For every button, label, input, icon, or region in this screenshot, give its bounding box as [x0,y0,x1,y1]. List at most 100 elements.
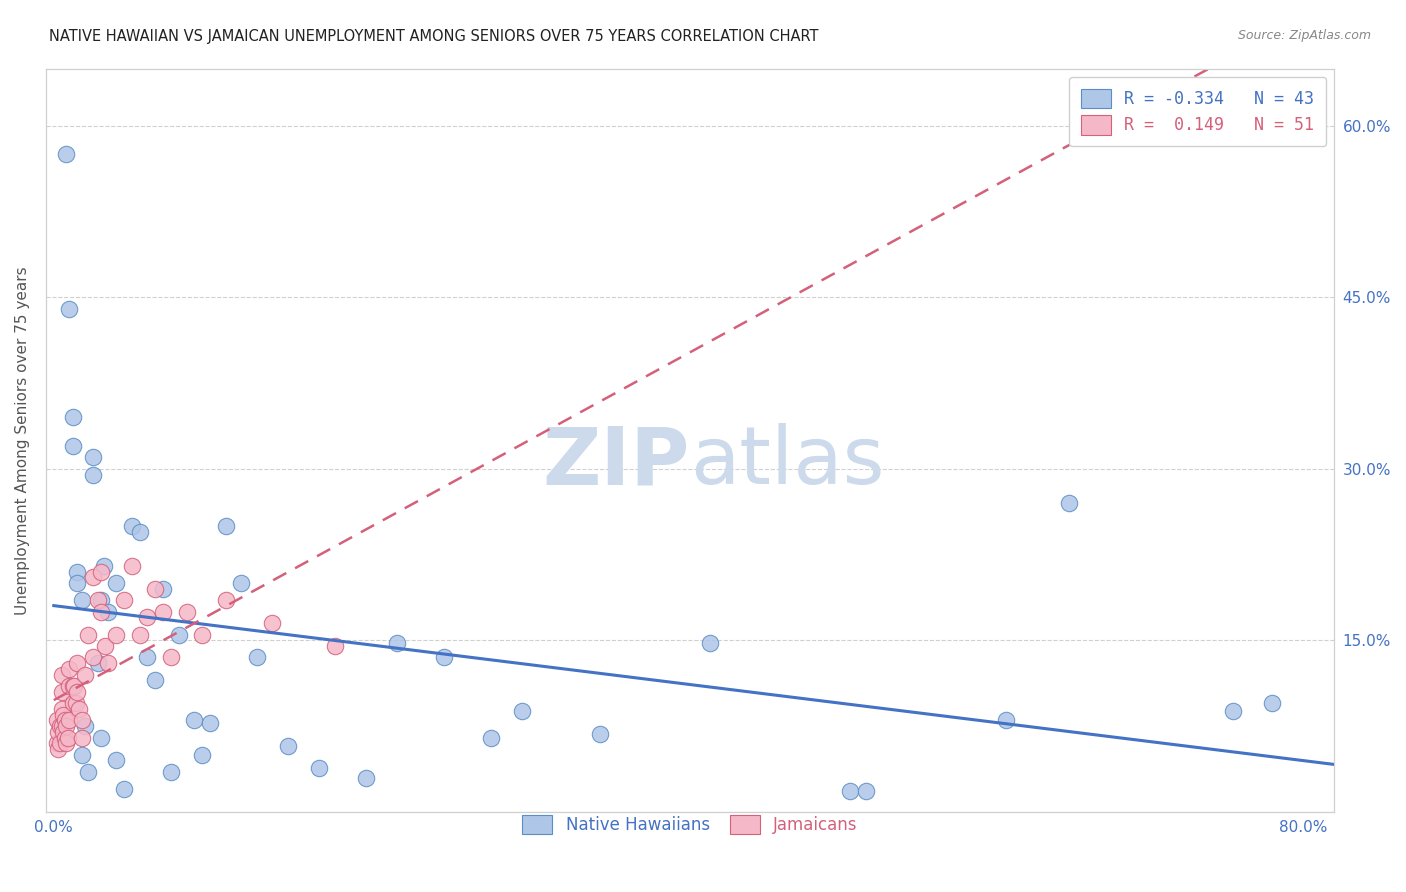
Point [86,593,108,607]
Point [589,727,612,741]
Point [51,685,73,699]
Point [510,704,533,718]
Point [121,519,143,533]
Point [191,627,214,641]
Point [82,570,104,584]
Point [93,559,115,574]
Point [246,650,269,665]
Point [183,714,205,728]
Point [65,696,87,710]
Point [63,679,86,693]
Point [62,439,84,453]
Point [53,731,76,745]
Text: atlas: atlas [690,424,884,501]
Point [308,761,330,775]
Point [231,576,253,591]
Point [995,714,1018,728]
Point [143,582,166,596]
Point [62,410,84,425]
Point [128,627,150,641]
Point [58,714,80,728]
Point [90,565,112,579]
Point [70,593,93,607]
Point [160,650,183,665]
Point [214,519,236,533]
Point [45,714,67,728]
Point [839,784,862,798]
Point [191,747,214,762]
Point [160,764,183,779]
Point [86,657,108,671]
Point [77,627,100,641]
Point [62,679,84,693]
Point [82,450,104,465]
Point [121,559,143,574]
Point [90,605,112,619]
Point [90,593,112,607]
Point [51,667,73,681]
Point [105,627,128,641]
Point [70,714,93,728]
Point [53,714,76,728]
Point [70,731,93,745]
Point [49,736,72,750]
Point [77,764,100,779]
Point [112,782,135,797]
Point [58,301,80,316]
Point [354,771,377,785]
Point [66,685,89,699]
Point [198,715,221,730]
Legend: Native Hawaiians, Jamaicans: Native Hawaiians, Jamaicans [512,805,868,845]
Point [176,605,198,619]
Point [66,565,89,579]
Point [433,650,456,665]
Point [97,657,120,671]
Point [52,724,75,739]
Point [1222,704,1244,718]
Point [66,576,89,591]
Text: Source: ZipAtlas.com: Source: ZipAtlas.com [1237,29,1371,42]
Point [51,719,73,733]
Point [73,667,96,681]
Point [55,147,77,161]
Point [387,635,409,649]
Point [82,467,104,482]
Point [152,582,174,596]
Point [128,524,150,539]
Text: NATIVE HAWAIIAN VS JAMAICAN UNEMPLOYMENT AMONG SENIORS OVER 75 YEARS CORRELATION: NATIVE HAWAIIAN VS JAMAICAN UNEMPLOYMENT… [49,29,818,44]
Point [94,639,117,653]
Point [1260,696,1282,710]
Point [58,662,80,676]
Point [1057,496,1080,510]
Point [52,707,75,722]
Point [323,639,346,653]
Point [56,731,79,745]
Point [48,742,70,756]
Point [105,753,128,767]
Point [55,736,77,750]
Point [66,657,89,671]
Point [479,731,502,745]
Point [49,719,72,733]
Point [67,702,90,716]
Point [70,747,93,762]
Point [82,650,104,665]
Point [855,784,877,798]
Point [136,610,159,624]
Point [167,627,190,641]
Point [277,739,299,753]
Point [214,593,236,607]
Point [152,605,174,619]
Point [262,616,284,631]
Point [58,679,80,693]
Text: ZIP: ZIP [543,424,690,501]
Point [51,702,73,716]
Point [55,719,77,733]
Point [62,696,84,710]
Point [73,719,96,733]
Point [45,736,67,750]
Point [112,593,135,607]
Point [90,731,112,745]
Point [699,635,721,649]
Y-axis label: Unemployment Among Seniors over 75 years: Unemployment Among Seniors over 75 years [15,266,30,615]
